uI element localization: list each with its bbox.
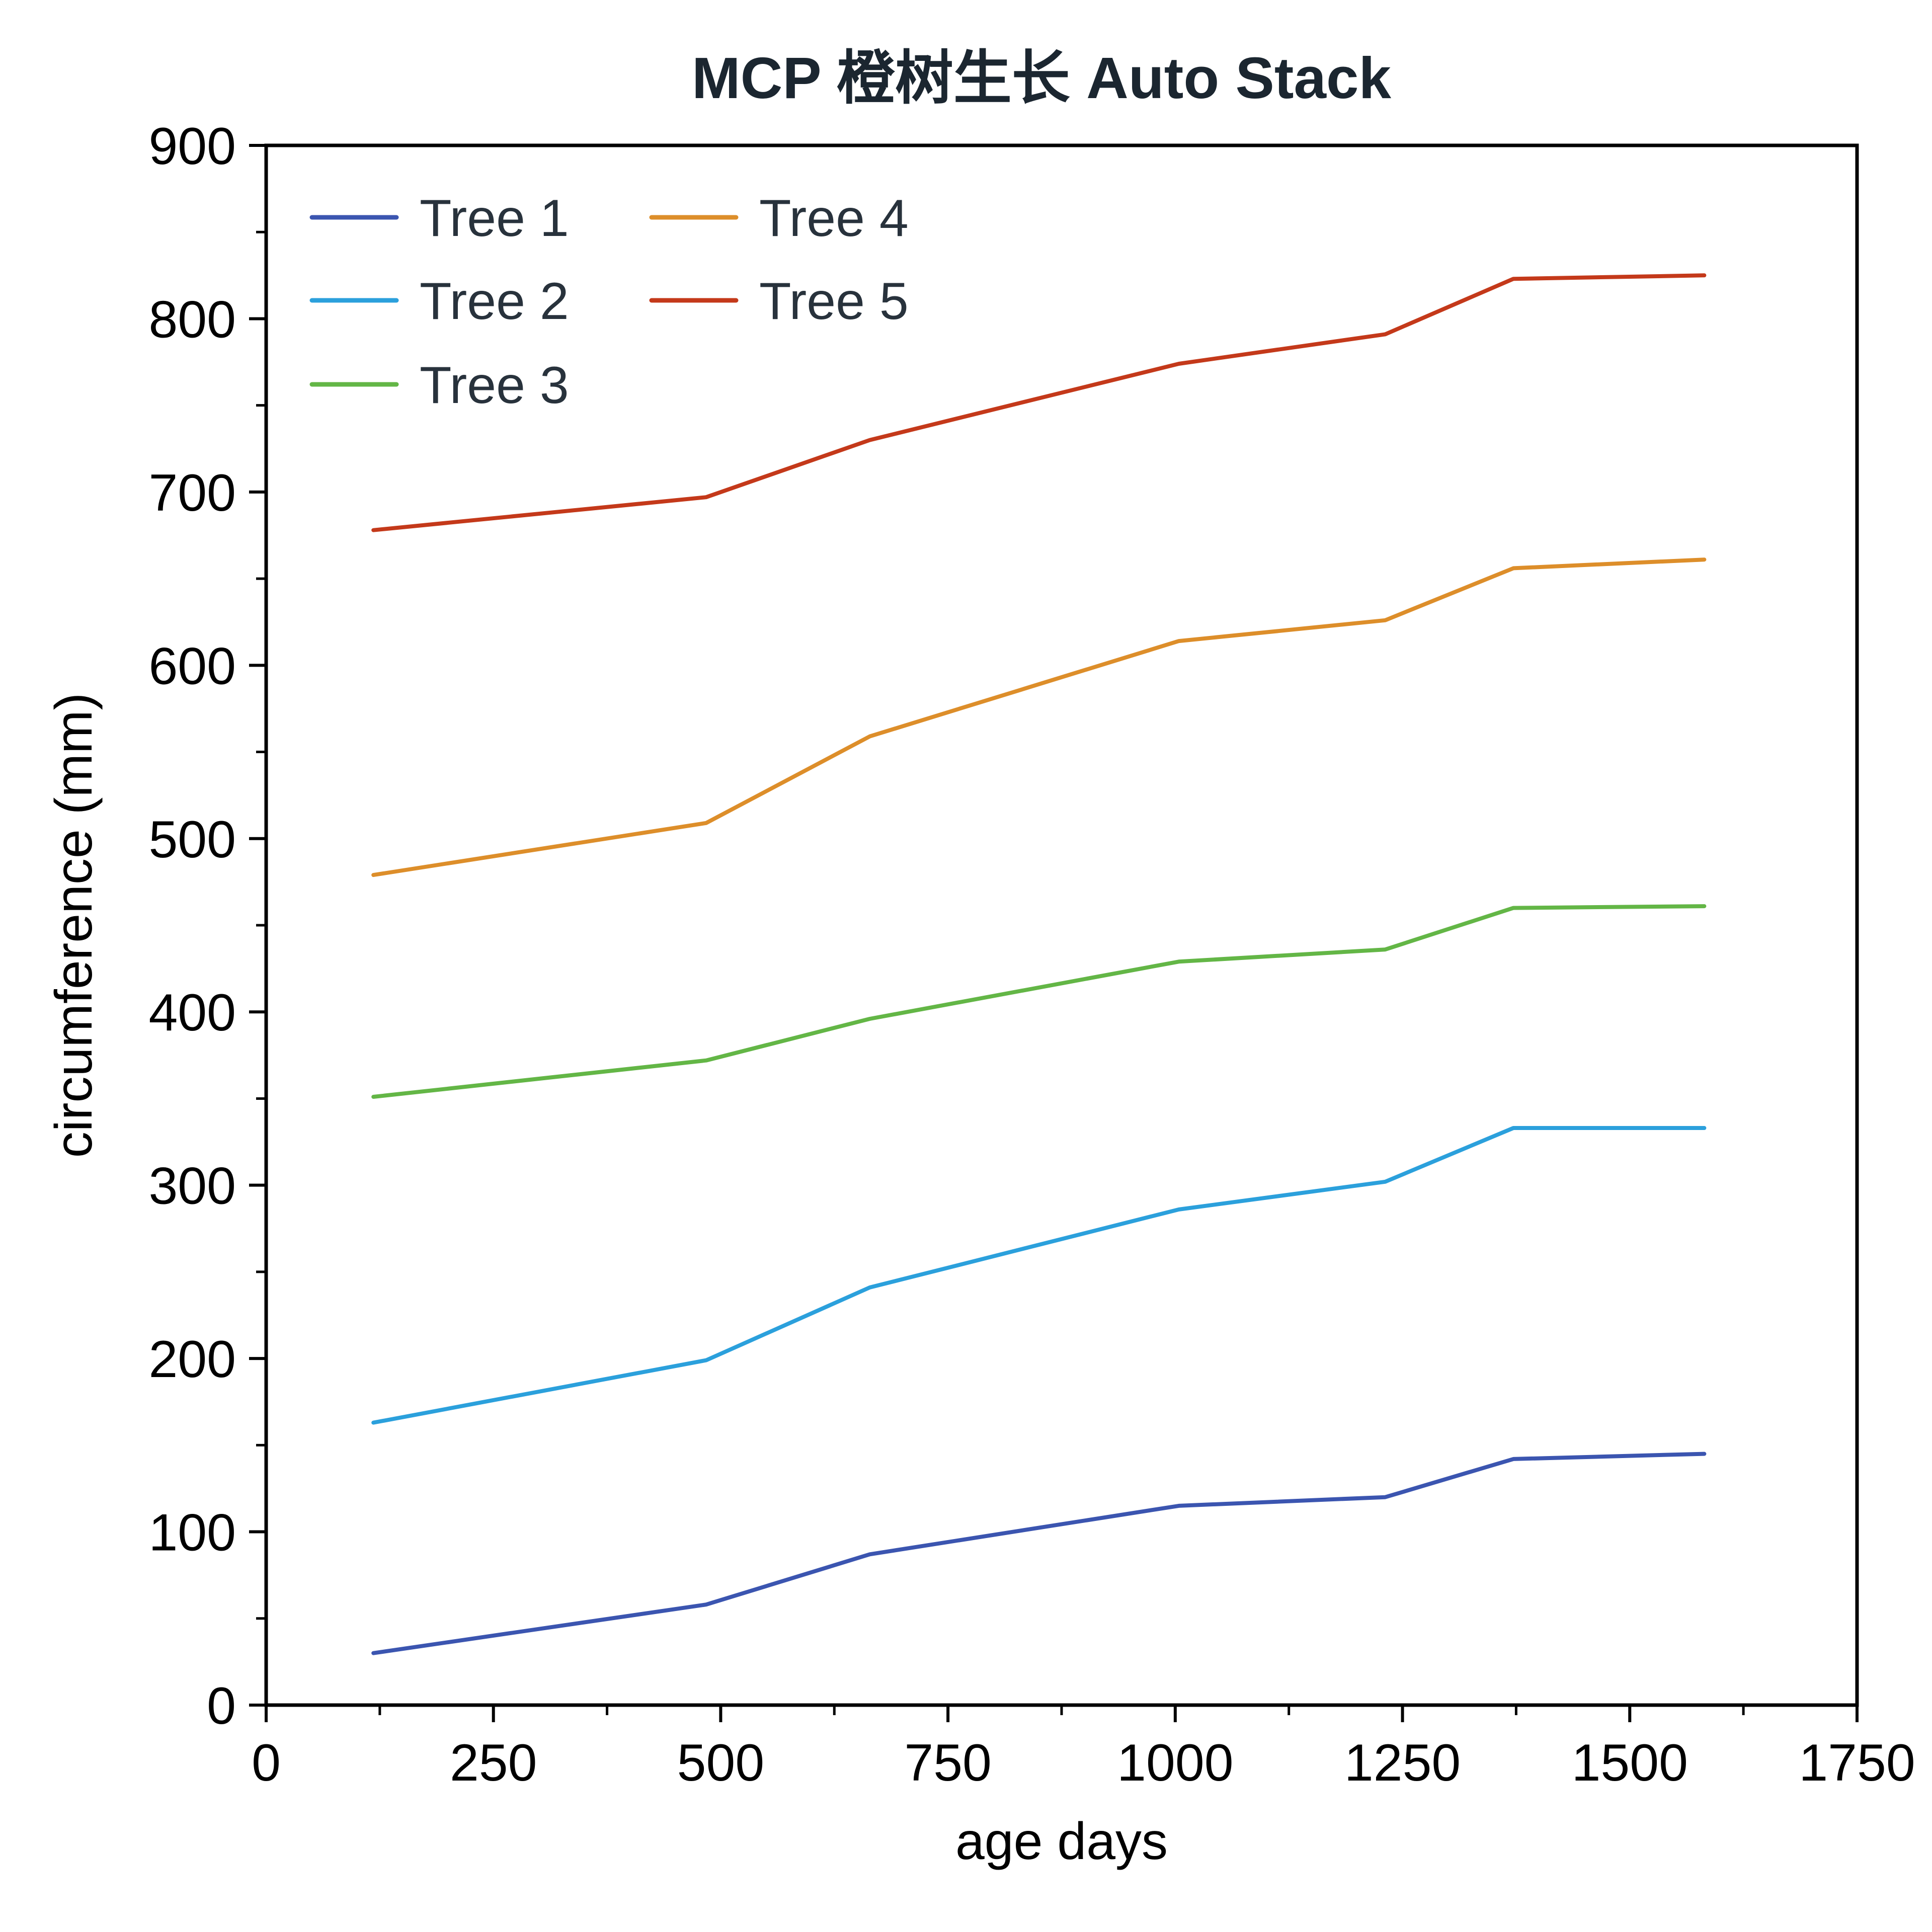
y-tick-label: 100 xyxy=(148,1504,236,1562)
x-axis: 0 250 500 750 1000 1250 1500 1750 xyxy=(252,1705,1915,1792)
y-tick-label: 400 xyxy=(148,984,236,1042)
series-line-tree-2 xyxy=(371,1126,1707,1425)
x-tick-label: 1000 xyxy=(1117,1734,1233,1792)
legend-item-tree-5: Tree 5 xyxy=(649,272,909,331)
legend-item-tree-2: Tree 2 xyxy=(309,272,569,331)
series-line-tree-3 xyxy=(371,904,1707,1099)
legend-label: Tree 4 xyxy=(759,189,909,248)
y-tick-label: 300 xyxy=(148,1157,236,1216)
y-tick-label: 0 xyxy=(207,1677,236,1735)
x-tick-label: 1500 xyxy=(1572,1734,1688,1792)
y-tick-label: 900 xyxy=(148,117,236,176)
x-tick-label: 750 xyxy=(904,1734,992,1792)
legend-label: Tree 5 xyxy=(759,272,909,331)
series-line-tree-4 xyxy=(371,557,1707,877)
x-axis-label: age days xyxy=(955,1812,1168,1871)
legend-label: Tree 1 xyxy=(420,189,569,248)
series-line-tree-5 xyxy=(371,273,1707,532)
y-tick-label: 500 xyxy=(148,811,236,869)
x-tick-label: 250 xyxy=(450,1734,537,1792)
y-axis: 0 100 200 300 400 500 600 700 800 900 xyxy=(148,117,266,1735)
chart-title: MCP 橙树生长 Auto Stack xyxy=(692,45,1392,111)
y-axis-label: circumference (mm) xyxy=(45,693,103,1158)
x-tick-label: 1250 xyxy=(1344,1734,1461,1792)
legend: Tree 1 Tree 2 Tree 3 Tree 4 Tree 5 xyxy=(309,189,909,415)
y-tick-label: 200 xyxy=(148,1330,236,1389)
legend-label: Tree 2 xyxy=(420,272,569,331)
y-tick-label: 700 xyxy=(148,464,236,522)
legend-item-tree-1: Tree 1 xyxy=(309,189,569,248)
x-tick-label: 1750 xyxy=(1799,1734,1915,1792)
series-lines xyxy=(371,273,1707,1655)
y-tick-label: 600 xyxy=(148,637,236,695)
x-tick-label: 500 xyxy=(677,1734,765,1792)
series-line-tree-1 xyxy=(371,1452,1707,1655)
legend-item-tree-3: Tree 3 xyxy=(309,356,569,415)
legend-label: Tree 3 xyxy=(420,356,569,415)
legend-item-tree-4: Tree 4 xyxy=(649,189,909,248)
x-tick-label: 0 xyxy=(252,1734,281,1792)
y-tick-label: 800 xyxy=(148,290,236,349)
